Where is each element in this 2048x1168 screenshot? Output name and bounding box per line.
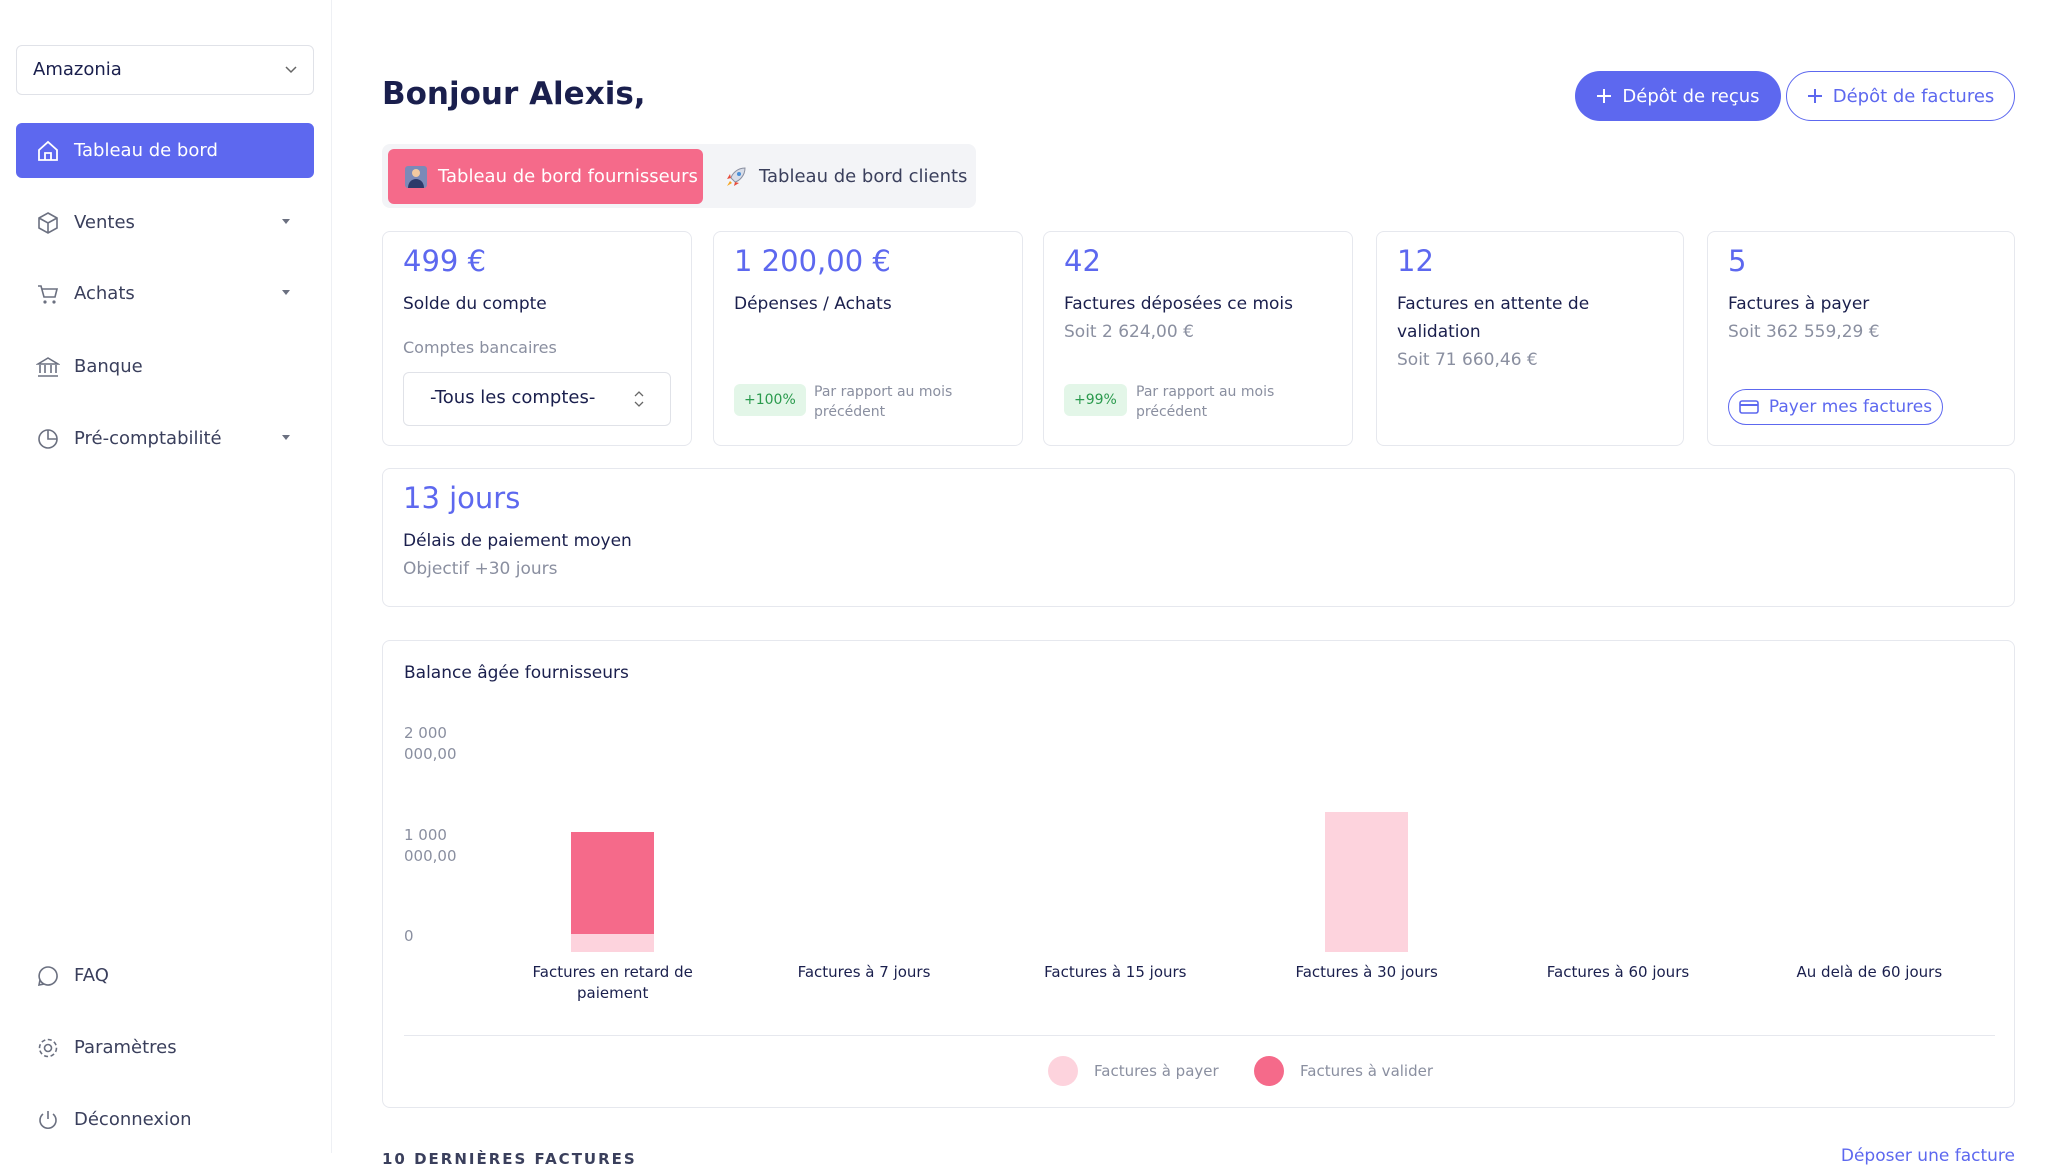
card-label: Factures en attente de validation	[1397, 294, 1590, 342]
y-tick-label: 2 000 000,00	[404, 724, 457, 763]
card-value: 12	[1397, 244, 1434, 278]
legend-swatch	[1048, 1056, 1078, 1086]
card: 12 Factures en attente de validation Soi…	[1376, 231, 1684, 446]
sidebar: Amazonia Tableau de bord Ventes Achats B…	[0, 0, 332, 1153]
card: 13 jours Délais de paiement moyen Object…	[382, 468, 2015, 607]
chart-card: Balance âgée fournisseurs 0 1 000 000,00 2…	[382, 640, 2015, 1108]
button[interactable]: Payer mes factures	[1728, 389, 1943, 425]
tab-label: Tableau de bord fournisseurs	[438, 166, 698, 187]
icon	[38, 140, 58, 161]
bar	[571, 832, 655, 934]
x-tick-label: Factures à 7 jours	[797, 963, 931, 981]
icon	[727, 166, 746, 186]
greeting: Bonjour Alexis,	[382, 76, 646, 112]
card-value: 13 jours	[403, 481, 521, 515]
icon	[38, 284, 59, 304]
bar	[1325, 811, 1409, 952]
note: Par rapport au mois précédent	[1136, 384, 1275, 420]
nav-label: FAQ	[74, 965, 109, 986]
nav-label: Ventes	[74, 212, 135, 233]
icon	[37, 965, 58, 986]
company-select[interactable]: Amazonia	[16, 45, 314, 95]
card: 42 Factures déposées ce mois Soit 2 624,…	[1043, 231, 1353, 446]
x-tick-label: Factures à 60 jours	[1546, 963, 1690, 981]
icon	[38, 428, 58, 449]
x-tick-label: Au delà de 60 jours	[1796, 963, 1943, 981]
note: Par rapport au mois précédent	[814, 384, 953, 420]
y-tick-label: 1 000 000,00	[404, 825, 457, 865]
badge: +100%	[734, 384, 806, 416]
plus	[1807, 89, 1822, 103]
chevron	[285, 66, 297, 74]
bar	[571, 933, 655, 952]
nav-label: Pré-comptabilité	[74, 428, 222, 449]
button-label: Dépôt de reçus	[1622, 85, 1760, 107]
nav-item[interactable]: Déconnexion	[16, 1092, 314, 1147]
legend-label: Factures à payer	[1094, 1062, 1219, 1080]
card-label: Factures déposées ce mois	[1064, 294, 1293, 314]
tabs: Tableau de bord fournisseurs Tableau de …	[382, 144, 976, 208]
nav-item[interactable]: FAQ	[16, 948, 314, 1003]
nav-item[interactable]: Achats	[16, 266, 314, 321]
y-tick-label: 0	[404, 927, 414, 945]
separator	[404, 1035, 1995, 1036]
chart-title: Balance âgée fournisseurs	[404, 663, 629, 683]
card: 499 € Solde du compte Comptes bancaires …	[382, 231, 692, 446]
button[interactable]: Dépôt de factures	[1786, 71, 2015, 121]
legend-swatch	[1254, 1056, 1284, 1086]
nav-item[interactable]: Ventes	[16, 195, 314, 250]
card-label: Dépenses / Achats	[734, 294, 892, 314]
card-label: Solde du compte	[403, 294, 547, 314]
card-label: Factures à payer	[1728, 294, 1870, 314]
nav-label: Tableau de bord	[74, 140, 218, 161]
card-sub: Soit 362 559,29 €	[1728, 322, 1880, 342]
icon	[405, 165, 427, 188]
card: 1 200,00 € Dépenses / Achats +100% Par r…	[713, 231, 1023, 446]
button-label: Dépôt de factures	[1832, 85, 1995, 107]
nav-item[interactable]: Pré-comptabilité	[16, 411, 314, 466]
card: 5 Factures à payer Soit 362 559,29 € Pay…	[1707, 231, 2015, 446]
badge: +99%	[1064, 384, 1127, 416]
x-tick-label: Factures en retard de paiement	[532, 963, 693, 1002]
nav-label: Banque	[74, 356, 143, 377]
button-label: Payer mes factures	[1768, 397, 1933, 417]
nav-item[interactable]: Paramètres	[16, 1020, 314, 1075]
select-label: -Tous les comptes-	[430, 387, 596, 408]
card-value: 5	[1728, 244, 1747, 278]
select[interactable]: -Tous les comptes-	[403, 372, 671, 426]
icon	[39, 1110, 57, 1129]
icon	[38, 211, 58, 234]
chevrons	[634, 391, 644, 407]
x-tick-label: Factures à 30 jours	[1295, 963, 1438, 981]
icon	[36, 356, 60, 377]
tab[interactable]: Tableau de bord clients	[715, 149, 967, 204]
plus	[1597, 89, 1612, 103]
card-sub: Soit 2 624,00 €	[1064, 322, 1194, 342]
company: Amazonia	[33, 59, 122, 80]
card-value: 1 200,00 €	[734, 244, 891, 278]
nav-label: Achats	[74, 283, 135, 304]
nav-item[interactable]: Banque	[16, 339, 314, 394]
tab-label: Tableau de bord clients	[759, 166, 968, 187]
link[interactable]: Déposer une facture	[1840, 1146, 2015, 1166]
legend-label: Factures à valider	[1300, 1062, 1434, 1080]
x-tick-label: Factures à 15 jours	[1044, 963, 1187, 981]
card-label: Délais de paiement moyen	[403, 531, 632, 551]
tab[interactable]: Tableau de bord fournisseurs	[388, 149, 703, 204]
nav-label: Déconnexion	[74, 1109, 192, 1130]
card-value: 42	[1064, 244, 1101, 278]
card-sub: Objectif +30 jours	[403, 559, 558, 579]
nav-label: Paramètres	[74, 1037, 177, 1058]
card-sub: Soit 71 660,46 €	[1397, 350, 1538, 370]
card-sub: Comptes bancaires	[403, 338, 557, 357]
nav-item[interactable]: Tableau de bord	[16, 123, 314, 178]
card-value: 499 €	[403, 244, 487, 278]
icon	[38, 1038, 58, 1057]
button[interactable]: Dépôt de reçus	[1575, 71, 1781, 121]
card-icon	[1739, 400, 1759, 414]
